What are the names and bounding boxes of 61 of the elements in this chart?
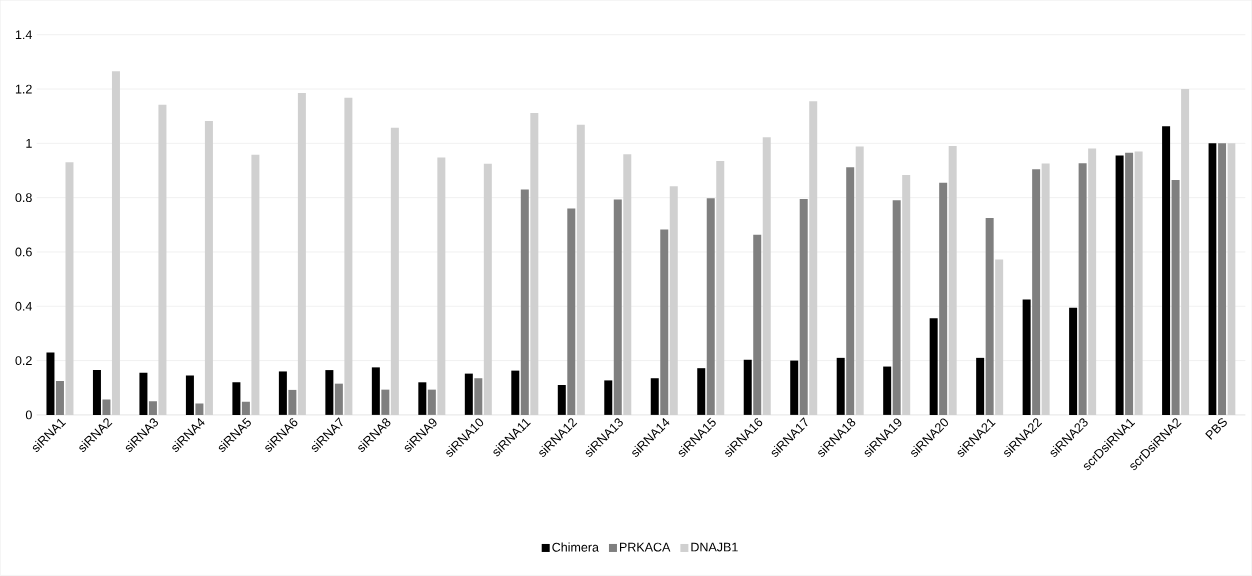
y-tick-label: 1 bbox=[26, 139, 32, 148]
bar bbox=[102, 399, 111, 416]
bar bbox=[1078, 163, 1087, 416]
bar bbox=[1218, 143, 1227, 416]
bar bbox=[939, 182, 948, 416]
bar bbox=[985, 218, 994, 416]
bar bbox=[520, 189, 529, 416]
bar bbox=[278, 371, 287, 416]
bar bbox=[55, 381, 64, 416]
bar bbox=[1032, 169, 1041, 416]
bar bbox=[511, 370, 520, 416]
bar bbox=[557, 385, 566, 416]
bar bbox=[148, 401, 157, 416]
bar bbox=[836, 358, 845, 416]
bar bbox=[892, 200, 901, 416]
bar bbox=[232, 382, 241, 416]
y-tick-label: 1.2 bbox=[15, 84, 32, 94]
bar bbox=[325, 370, 334, 416]
legend-label: PRKACA bbox=[619, 542, 671, 552]
bar bbox=[567, 208, 576, 416]
bar bbox=[604, 380, 613, 416]
bar bbox=[799, 199, 808, 416]
bar bbox=[381, 389, 390, 416]
bar bbox=[185, 375, 194, 416]
bar bbox=[697, 368, 706, 416]
bar bbox=[883, 366, 892, 416]
bar bbox=[1069, 307, 1078, 416]
bar bbox=[1022, 299, 1031, 416]
bar bbox=[371, 367, 380, 416]
legend-label: Chimera bbox=[552, 542, 599, 552]
bar bbox=[753, 235, 762, 416]
y-tick-label: 1.4 bbox=[15, 30, 32, 40]
bar bbox=[241, 402, 250, 416]
bar bbox=[195, 403, 204, 416]
bar bbox=[650, 378, 659, 416]
bar bbox=[846, 167, 855, 416]
bar bbox=[1115, 155, 1124, 416]
bar bbox=[1171, 180, 1180, 416]
bar bbox=[743, 359, 752, 416]
bar bbox=[92, 370, 101, 416]
y-tick-label: 0.8 bbox=[15, 193, 32, 203]
y-tick-label: 0.2 bbox=[15, 356, 32, 366]
bar bbox=[427, 389, 436, 416]
y-tick-label: 0.6 bbox=[15, 247, 32, 257]
bar bbox=[613, 199, 622, 416]
bar bbox=[418, 382, 427, 416]
bar bbox=[929, 318, 938, 416]
legend-label: DNAJB1 bbox=[691, 542, 738, 552]
bar bbox=[976, 358, 985, 416]
bar bbox=[288, 390, 297, 416]
bar bbox=[474, 378, 483, 416]
bar bbox=[660, 229, 669, 416]
bar bbox=[1162, 126, 1171, 416]
bar bbox=[464, 373, 473, 416]
bar bbox=[706, 198, 715, 416]
y-tick-label: 0.4 bbox=[15, 301, 32, 311]
y-tick-label: 0 bbox=[25, 410, 32, 420]
bar bbox=[334, 383, 343, 416]
bar bbox=[790, 360, 799, 416]
bar bbox=[1125, 152, 1134, 416]
bar bbox=[139, 372, 148, 416]
